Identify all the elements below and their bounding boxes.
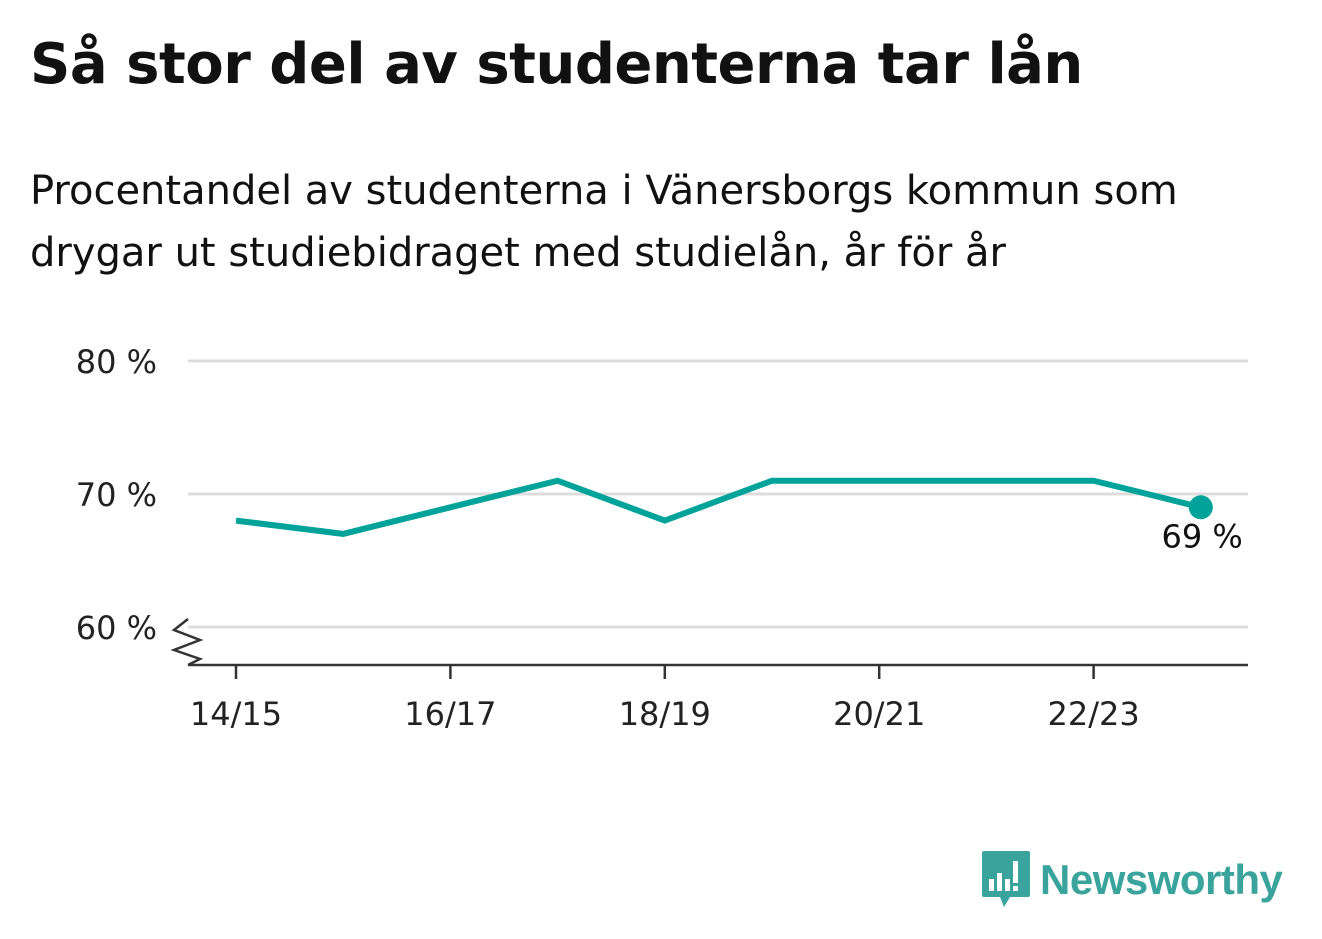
gridlines	[188, 359, 1248, 629]
axes	[170, 618, 1248, 679]
chart-title: Så stor del av studenterna tar lån	[30, 32, 1083, 97]
brand-logo: Newsworthy	[980, 848, 1283, 912]
x-tick-label: 20/21	[833, 695, 925, 733]
series	[235, 477, 1213, 537]
chart-subtitle: Procentandel av studenterna i Vänersborg…	[30, 168, 1178, 276]
x-tick-label: 18/19	[619, 695, 711, 733]
end-value-label: 69 %	[1162, 517, 1243, 555]
newsworthy-logo-icon	[982, 851, 1030, 907]
x-tick-label: 16/17	[404, 695, 496, 733]
y-tick-label: 70 %	[76, 476, 157, 514]
x-tick-label: 22/23	[1047, 695, 1139, 733]
end-point-marker	[1188, 495, 1213, 520]
labels: 60 % 70 % 80 % 14/15 16/17 18/19 20/21 22/23 69 …	[76, 343, 1243, 733]
series-line	[235, 477, 1202, 537]
x-tick-label: 14/15	[190, 695, 282, 733]
axis-break-icon	[170, 618, 204, 667]
brand-name: Newsworthy	[1040, 856, 1283, 903]
y-tick-label: 80 %	[76, 343, 157, 381]
y-tick-label: 60 %	[76, 609, 157, 647]
